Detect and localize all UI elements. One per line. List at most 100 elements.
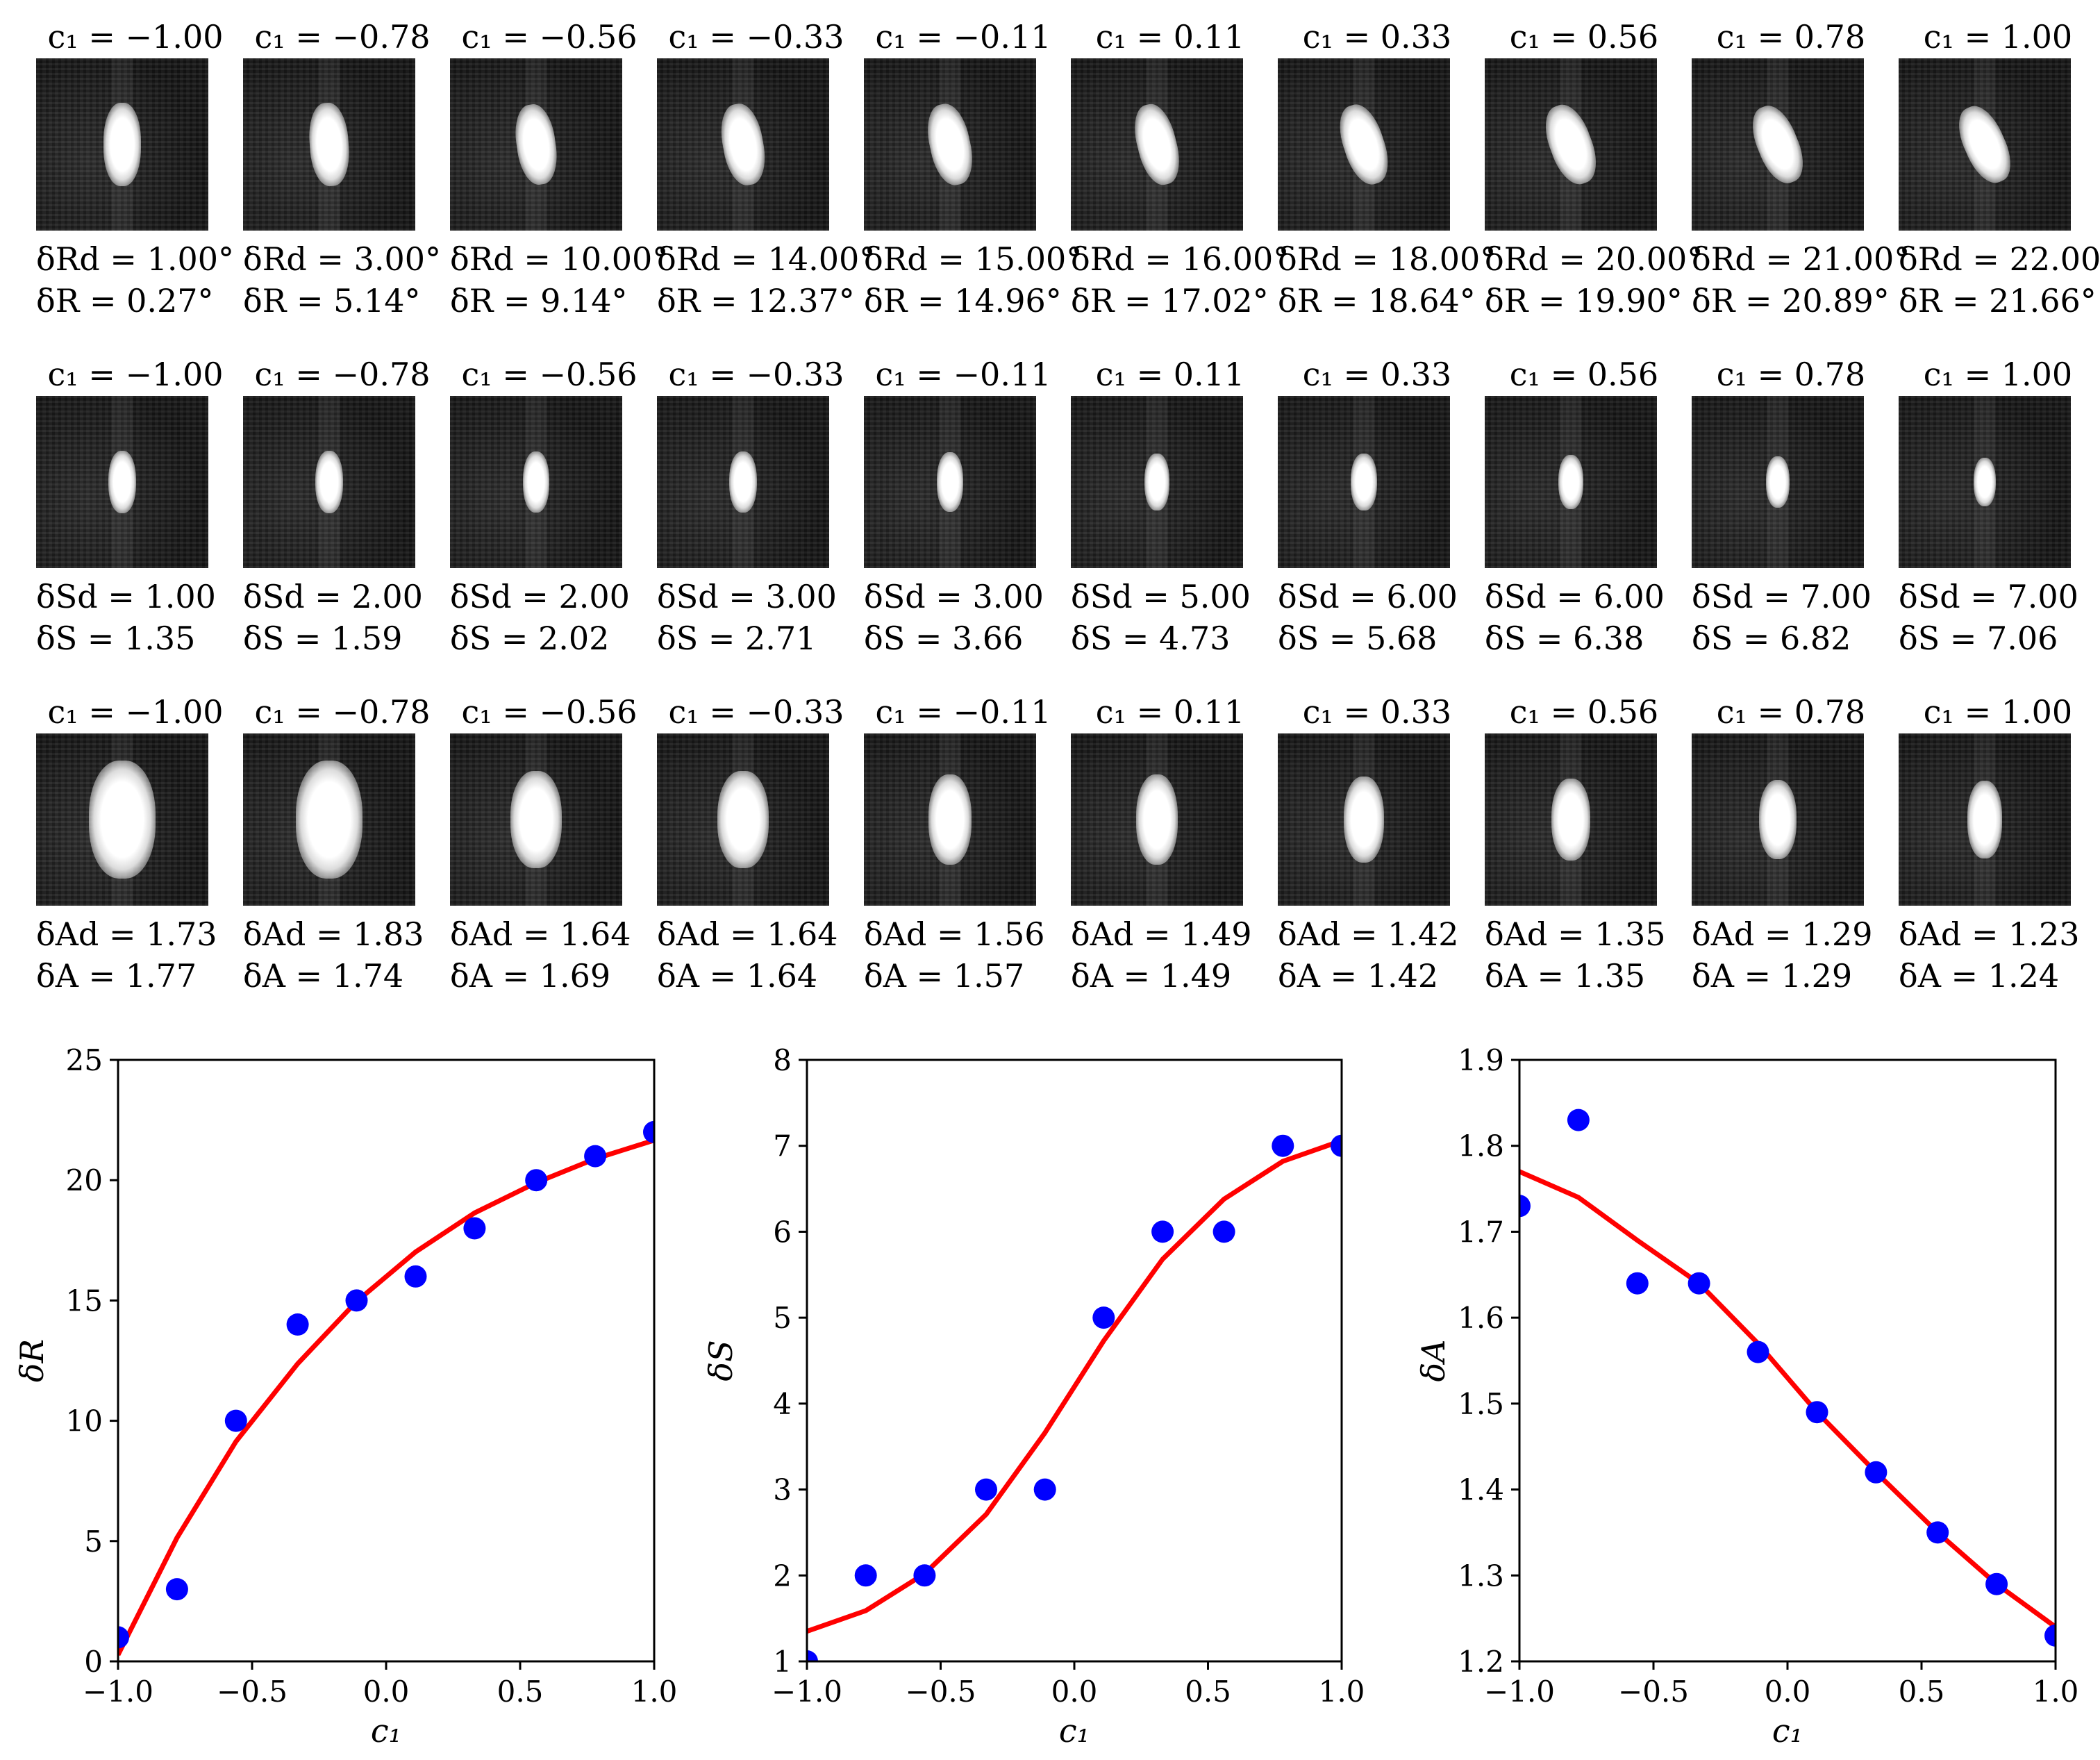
x-tick-label: −1.0 — [83, 1675, 153, 1709]
image-blob — [937, 452, 963, 512]
c1-label: c₁ = 0.78 — [1716, 18, 1866, 56]
sample-image — [243, 396, 415, 568]
delta-label: δA = 1.35 — [1485, 957, 1646, 995]
data-point — [286, 1313, 309, 1336]
sample-image — [243, 58, 415, 231]
image-blob — [296, 761, 362, 879]
y-tick-label: 1.6 — [1458, 1301, 1504, 1335]
y-tick-label: 5 — [773, 1301, 792, 1335]
sample-image — [657, 396, 829, 568]
data-point — [1985, 1572, 2008, 1595]
data-point — [1747, 1340, 1769, 1363]
d-label: δSd = 6.00 — [1278, 578, 1458, 615]
delta-label: δS = 2.71 — [657, 620, 817, 657]
image-blob — [523, 451, 549, 513]
thumb-cell: c₁ = 0.78 δRd = 21.00° δR = 20.89° — [1656, 17, 1910, 350]
data-point — [1272, 1134, 1294, 1157]
image-blob — [315, 451, 343, 513]
d-label: δAd = 1.42 — [1278, 915, 1459, 953]
thumb-cell: c₁ = −0.78 δSd = 2.00 δS = 1.59 — [207, 354, 430, 688]
y-tick-label: 4 — [773, 1387, 792, 1421]
d-label: δRd = 15.00° — [864, 240, 1083, 278]
thumb-cell: c₁ = −0.33 δAd = 1.64 δA = 1.64 — [621, 692, 844, 1025]
sample-image — [1278, 396, 1450, 568]
d-label: δRd = 14.00° — [657, 240, 876, 278]
sample-image — [36, 733, 208, 906]
c1-label: c₁ = 0.33 — [1302, 18, 1452, 56]
image-blob — [103, 103, 141, 186]
x-tick-label: 1.0 — [2033, 1675, 2079, 1709]
delta-label: δR = 9.14° — [450, 282, 628, 319]
delta-label: δA = 1.24 — [1899, 957, 2060, 995]
data-point — [1212, 1220, 1235, 1243]
image-blob — [729, 451, 757, 513]
delta-label: δS = 5.68 — [1278, 620, 1438, 657]
c1-label: c₁ = −0.33 — [668, 356, 844, 393]
y-tick-label: 8 — [773, 1043, 792, 1077]
d-label: δRd = 3.00° — [243, 240, 441, 278]
sample-image — [864, 733, 1036, 906]
c1-label: c₁ = −0.11 — [875, 18, 1051, 56]
y-tick-label: 1.7 — [1458, 1215, 1504, 1249]
y-tick-label: 2 — [773, 1559, 792, 1593]
plot-frame — [806, 1059, 1343, 1663]
data-point — [2044, 1624, 2056, 1647]
d-label: δAd = 1.49 — [1071, 915, 1252, 953]
delta-label: δS = 1.59 — [243, 620, 403, 657]
c1-label: c₁ = −0.33 — [668, 693, 844, 731]
data-point — [643, 1120, 654, 1143]
d-label: δAd = 1.64 — [450, 915, 631, 953]
x-tick-label: −0.5 — [1618, 1675, 1689, 1709]
c1-label: c₁ = 0.56 — [1509, 693, 1659, 731]
c1-label: c₁ = −0.56 — [461, 18, 638, 56]
delta-label: δA = 1.64 — [657, 957, 818, 995]
y-tick-label: 10 — [66, 1404, 103, 1438]
sample-image — [1692, 396, 1864, 568]
data-point — [1567, 1109, 1590, 1131]
x-tick-label: 0.5 — [1185, 1675, 1231, 1709]
c1-label: c₁ = 1.00 — [1923, 356, 2073, 393]
thumb-cell: c₁ = −0.56 δRd = 10.00° δR = 9.14° — [414, 17, 668, 350]
y-tick-label: 15 — [66, 1284, 103, 1318]
image-blob — [108, 451, 136, 513]
sample-image — [1899, 58, 2071, 231]
sample-image — [450, 396, 622, 568]
image-blob — [1344, 777, 1384, 863]
image-blob — [928, 774, 972, 865]
data-point — [1806, 1401, 1828, 1424]
delta-label: δS = 4.73 — [1071, 620, 1231, 657]
d-label: δRd = 10.00° — [450, 240, 669, 278]
c1-label: c₁ = 0.11 — [1095, 18, 1245, 56]
delta-label: δS = 2.02 — [450, 620, 610, 657]
data-point — [807, 1650, 818, 1661]
data-point — [1926, 1521, 1949, 1544]
delta-label: δA = 1.49 — [1071, 957, 1232, 995]
x-tick-label: 0.5 — [1899, 1675, 1945, 1709]
y-axis-label: δR — [13, 1339, 51, 1382]
sample-image — [657, 733, 829, 906]
thumb-cell: c₁ = 0.56 δSd = 6.00 δS = 6.38 — [1449, 354, 1665, 688]
c1-label: c₁ = 1.00 — [1923, 18, 2073, 56]
sample-image — [1692, 58, 1864, 231]
x-tick-label: −0.5 — [217, 1675, 288, 1709]
image-blob — [1351, 454, 1377, 510]
thumb-cell: c₁ = 0.33 δRd = 18.00° δR = 18.64° — [1242, 17, 1496, 350]
c1-label: c₁ = −0.78 — [254, 356, 431, 393]
delta-label: δS = 3.66 — [864, 620, 1024, 657]
x-tick-label: 0.0 — [1051, 1675, 1098, 1709]
d-label: δSd = 3.00 — [657, 578, 837, 615]
sample-image — [1071, 396, 1243, 568]
image-blob — [510, 771, 562, 868]
y-tick-label: 0 — [84, 1645, 103, 1679]
c1-label: c₁ = −0.11 — [875, 693, 1051, 731]
sample-image — [243, 733, 415, 906]
c1-label: c₁ = −0.78 — [254, 18, 431, 56]
thumb-cell: c₁ = −0.33 δRd = 14.00° δR = 12.37° — [621, 17, 875, 350]
d-label: δSd = 1.00 — [36, 578, 216, 615]
c1-label: c₁ = −1.00 — [47, 18, 224, 56]
thumb-cell: c₁ = −0.11 δSd = 3.00 δS = 3.66 — [828, 354, 1051, 688]
thumb-cell: c₁ = 0.56 δRd = 20.00° δR = 19.90° — [1449, 17, 1703, 350]
plot-frame — [117, 1059, 656, 1663]
thumb-cell: c₁ = 0.78 δSd = 7.00 δS = 6.82 — [1656, 354, 1872, 688]
sample-image — [1485, 58, 1657, 231]
